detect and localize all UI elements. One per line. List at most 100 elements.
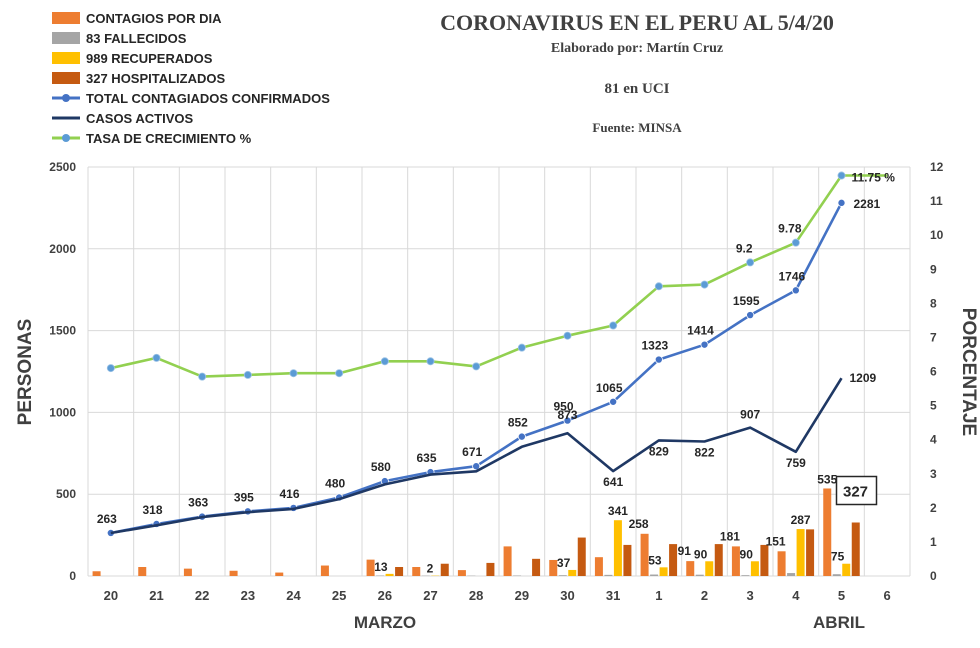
bar (366, 559, 375, 576)
legend-swatch (52, 52, 80, 64)
bar (787, 573, 796, 576)
x-tick-label: 30 (560, 588, 574, 603)
x-tick-label: 25 (332, 588, 346, 603)
bar (385, 573, 394, 576)
x-group-label-marzo: MARZO (354, 613, 416, 632)
series-point (289, 369, 298, 378)
data-label: 11.75 % (852, 171, 896, 185)
series-point (700, 280, 709, 289)
bar (686, 561, 695, 576)
bar (549, 559, 558, 576)
bar (183, 568, 192, 576)
gridlines (87, 166, 911, 577)
bar (568, 569, 577, 576)
series-point (380, 357, 389, 366)
bar (92, 571, 101, 576)
bar (486, 562, 495, 576)
bar (503, 546, 512, 576)
series-point (106, 364, 115, 373)
chart-note: 81 en UCI (604, 81, 669, 97)
series-point (563, 416, 572, 425)
y-right-tick-label: 10 (930, 228, 944, 242)
series-point (837, 198, 846, 207)
bar (731, 546, 740, 576)
bar (412, 567, 421, 576)
bar (777, 551, 786, 576)
data-label: 327 (843, 484, 868, 501)
x-tick-label: 1 (655, 588, 662, 603)
x-tick-label: 4 (792, 588, 800, 603)
y-left-tick-label: 1500 (49, 324, 76, 338)
series-point (746, 311, 755, 320)
data-label: 363 (188, 496, 208, 510)
bar (714, 544, 723, 576)
bar (796, 529, 805, 576)
legend-swatch (52, 32, 80, 44)
data-label: 480 (325, 476, 345, 490)
series-point (654, 282, 663, 291)
bar (851, 522, 860, 576)
x-tick-label: 6 (884, 588, 891, 603)
series-point (791, 238, 800, 247)
y-axis-right-label: PORCENTAJE (958, 308, 979, 436)
bar (532, 558, 541, 576)
data-label: 395 (234, 490, 254, 504)
series-line (110, 174, 888, 378)
x-tick-label: 26 (378, 588, 392, 603)
data-label-box (835, 475, 878, 506)
data-label: 263 (97, 512, 117, 526)
data-label: 181 (720, 529, 740, 543)
data-label: 318 (142, 503, 162, 517)
bar-layer (92, 488, 860, 576)
bar (613, 520, 622, 576)
series-point (654, 355, 663, 364)
y-left-tick-label: 1000 (49, 405, 76, 419)
legend-label: 327 HOSPITALIZADOS (86, 71, 226, 86)
x-tick-label: 28 (469, 588, 483, 603)
data-label: 2281 (854, 197, 881, 211)
legend-swatch-marker (62, 134, 70, 142)
series-point (517, 432, 526, 441)
x-tick-label: 3 (747, 588, 754, 603)
bar (741, 575, 750, 576)
data-label: 287 (791, 513, 811, 527)
x-tick-label: 29 (515, 588, 529, 603)
series-point (609, 321, 618, 330)
y-right-tick-label: 9 (930, 262, 937, 276)
series-point (472, 362, 481, 371)
series-point (335, 369, 344, 378)
series-point (746, 258, 755, 267)
chart-title: CORONAVIRUS EN EL PERU AL 5/4/20 (440, 10, 834, 35)
bar (229, 570, 238, 576)
data-label-layer: 258 91 181 151 535 13 2 37 341 53 90 90 287 75 327 263 3… (97, 171, 895, 576)
data-label: 258 (629, 517, 649, 531)
bar (577, 537, 586, 576)
x-tick-label: 21 (149, 588, 163, 603)
bar (440, 563, 449, 576)
bar (669, 544, 678, 576)
legend-label: TOTAL CONTAGIADOS CONFIRMADOS (86, 91, 330, 106)
bar (823, 488, 832, 576)
bar (320, 565, 329, 576)
series-line (110, 377, 843, 535)
legend-label: CASOS ACTIVOS (86, 111, 193, 126)
series-point (198, 372, 207, 381)
series-point (837, 171, 846, 180)
series-point (700, 340, 709, 349)
y-right-tick-label: 2 (930, 501, 937, 515)
bar (659, 567, 668, 576)
bar (695, 574, 704, 576)
data-label: 90 (694, 547, 708, 561)
series-point (563, 331, 572, 340)
x-tick-label: 24 (286, 588, 301, 603)
data-label: 53 (648, 553, 662, 567)
x-tick-label: 5 (838, 588, 845, 603)
bar (457, 570, 466, 576)
data-label: 950 (553, 400, 573, 414)
data-label: 535 (817, 472, 837, 486)
x-tick-label: 2 (701, 588, 708, 603)
data-label: 9.2 (736, 241, 753, 255)
data-label: 1065 (596, 381, 623, 395)
y-right-tick-label: 12 (930, 160, 944, 174)
y-left-tick-label: 500 (56, 487, 76, 501)
